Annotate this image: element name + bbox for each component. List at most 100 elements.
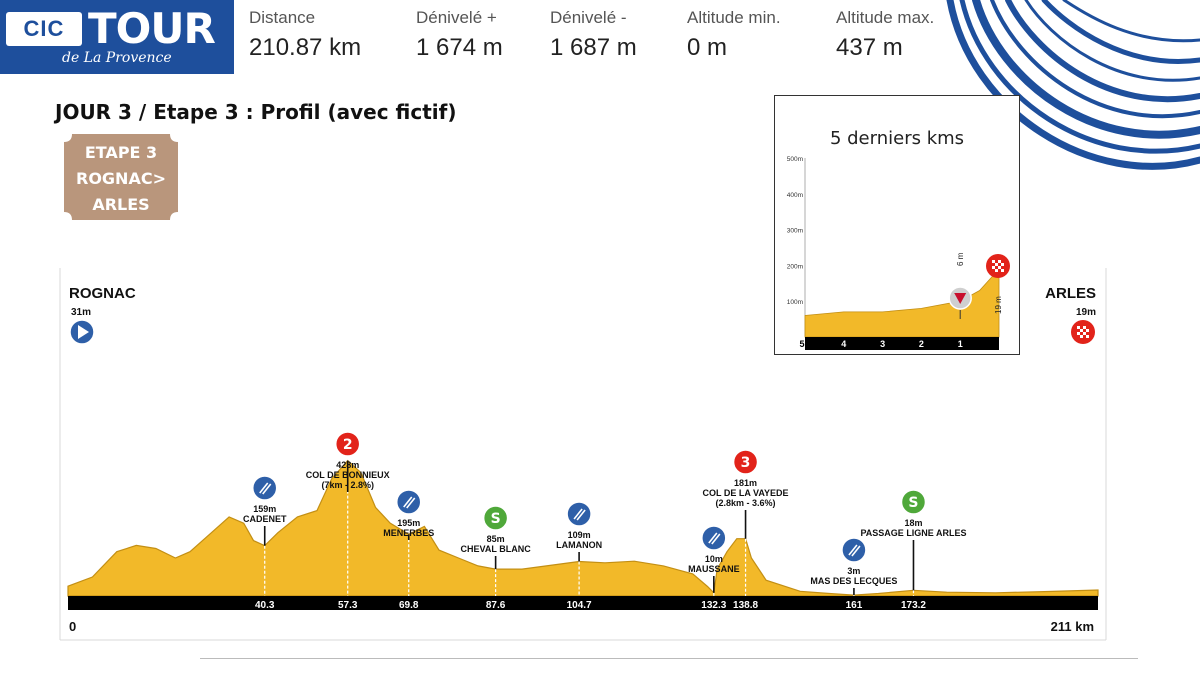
race-logo: CIC TOUR de La Provence [0, 0, 234, 74]
kom-marker-icon [841, 537, 867, 563]
stat-value: 1 687 m [550, 34, 637, 61]
inset-annotation-label: 19 m [994, 296, 1003, 314]
badge-text: ETAPE 3 ROGNAC> ARLES [64, 140, 178, 218]
kom-marker-icon [395, 489, 422, 515]
point-climb-info: (7km - 2.8%) [321, 480, 374, 490]
stat-distance: Distance 210.87 km [249, 8, 361, 62]
point-altitude: 18m [904, 518, 922, 528]
point-name: PASSAGE LIGNE ARLES [860, 528, 966, 538]
marker-category: S [491, 511, 501, 527]
stat-elevation-loss: Dénivelé - 1 687 m [550, 8, 637, 62]
stat-value: 437 m [836, 34, 903, 61]
inset-y-tick: 200m [787, 263, 803, 270]
stat-label: Dénivelé - [550, 8, 627, 27]
checkered-flag-icon [986, 254, 1010, 278]
point-altitude: 181m [734, 478, 757, 488]
point-name: MAUSSANE [688, 564, 740, 574]
point-altitude: 109m [568, 530, 591, 540]
stage-title: JOUR 3 / Etape 3 : Profil (avec fictif) [55, 100, 457, 124]
tour-logo-text: TOUR [88, 4, 216, 53]
kom-marker-icon [566, 501, 592, 527]
point-km-label: 57.3 [338, 600, 358, 611]
climb-category-icon: 2 [334, 431, 361, 457]
inset-chart: 500m 400m 300m 200m 100m 5 4 3 2 1 6 m 19 m [787, 156, 1010, 350]
cic-logo: CIC [6, 12, 82, 46]
badge-shape [64, 134, 178, 220]
kom-marker-icon [701, 525, 727, 551]
stat-value: 1 674 m [416, 34, 503, 61]
point-km-label: 69.8 [399, 600, 419, 611]
marker-category: 3 [741, 455, 751, 471]
stat-label: Altitude min. [687, 8, 781, 27]
x-start-label: 0 [69, 619, 76, 634]
stage-badge: ETAPE 3 ROGNAC> ARLES [64, 134, 178, 220]
climb-category-icon: 3 [732, 449, 759, 475]
provence-logo-text: de La Provence [62, 50, 172, 66]
point-altitude: 195m [397, 518, 420, 528]
checkered-flag-icon [1071, 320, 1095, 344]
point-altitude: 159m [253, 504, 276, 514]
point-km-label: 132.3 [701, 600, 726, 611]
inset-title: 5 derniers kms [829, 128, 965, 149]
finish-town: ARLES [1045, 285, 1096, 302]
point-name: CADENET [243, 514, 287, 524]
stat-label: Distance [249, 8, 316, 27]
point-altitude: 428m [336, 460, 359, 470]
x-end-label: 211 km [1051, 619, 1094, 634]
inset-x-tick: 3 [880, 339, 885, 349]
start-altitude: 31m [71, 307, 91, 318]
badge-line: ROGNAC> [76, 169, 166, 188]
badge-line: ETAPE 3 [84, 143, 158, 162]
point-name: COL DE BONNIEUX [306, 470, 390, 480]
point-km-label: 161 [846, 600, 863, 611]
inset-y-tick: 100m [787, 299, 803, 306]
stat-elevation-gain: Dénivelé + 1 674 m [416, 8, 503, 62]
inset-x-tick: 5 [799, 339, 804, 349]
stat-altitude-min: Altitude min. 0 m [687, 8, 781, 62]
point-km-label: 173.2 [901, 600, 926, 611]
point-km-label: 87.6 [486, 600, 506, 611]
point-name: COL DE LA VAYEDE [703, 488, 789, 498]
stat-label: Altitude max. [836, 8, 935, 27]
inset-elevation-area [804, 267, 1000, 338]
last-5km-inset: 5 derniers kms 500m 400m 300m 200m 100m 5 4 3 2… [774, 95, 1020, 355]
flamme-rouge-icon [948, 286, 972, 319]
km-axis-band [68, 596, 1098, 610]
inset-y-tick: 300m [787, 228, 803, 235]
stat-value: 210.87 km [249, 34, 362, 61]
stat-value: 0 m [687, 34, 728, 61]
point-altitude: 10m [705, 554, 723, 564]
point-name: MENERBES [383, 528, 434, 538]
inset-x-tick: 2 [919, 339, 924, 349]
point-km-label: 138.8 [733, 600, 758, 611]
swirl-decoration [946, 0, 1200, 170]
point-km-label: 40.3 [255, 600, 275, 611]
marker-category: S [908, 495, 918, 511]
badge-line: ARLES [92, 195, 150, 214]
point-altitude: 3m [847, 566, 860, 576]
stat-altitude-max: Altitude max. 437 m [836, 8, 934, 62]
bottom-rule [200, 658, 1138, 659]
finish-altitude: 19m [1076, 307, 1096, 318]
start-arrow-icon [69, 319, 95, 345]
start-town: ROGNAC [69, 285, 136, 302]
inset-y-tick: 400m [787, 192, 803, 199]
point-climb-info: (2.8km - 3.6%) [716, 498, 776, 508]
inset-x-tick: 4 [841, 339, 846, 349]
inset-y-tick: 500m [787, 156, 803, 163]
sprint-icon: S [482, 505, 509, 531]
point-name: MAS DES LECQUES [810, 576, 897, 586]
kom-marker-icon [251, 475, 278, 501]
point-km-label: 104.7 [567, 600, 592, 611]
point-altitude: 85m [487, 534, 505, 544]
